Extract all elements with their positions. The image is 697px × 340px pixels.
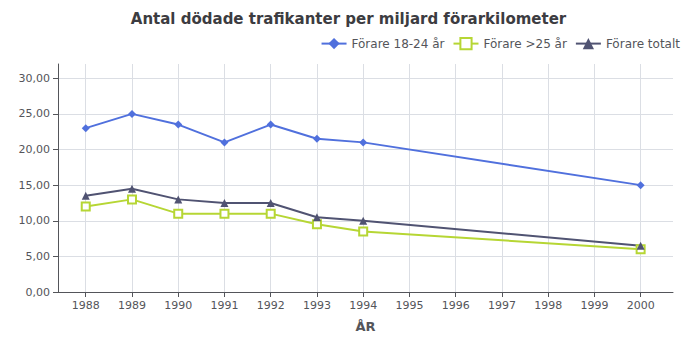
svg-text:1991: 1991: [210, 299, 238, 312]
svg-text:5,00: 5,00: [26, 250, 51, 263]
svg-text:ÅR: ÅR: [355, 319, 375, 334]
svg-text:Förare >25 år: Förare >25 år: [483, 37, 566, 51]
svg-text:1994: 1994: [349, 299, 377, 312]
svg-text:10,00: 10,00: [19, 214, 51, 227]
svg-text:1999: 1999: [580, 299, 608, 312]
svg-text:1992: 1992: [257, 299, 285, 312]
svg-text:1988: 1988: [72, 299, 100, 312]
svg-text:1993: 1993: [303, 299, 331, 312]
svg-text:2000: 2000: [627, 299, 655, 312]
svg-text:Antal dödade trafikanter per m: Antal dödade trafikanter per miljard för…: [131, 10, 567, 28]
svg-text:Förare totalt: Förare totalt: [606, 37, 680, 51]
svg-text:25,00: 25,00: [19, 107, 51, 120]
svg-text:Förare 18-24 år: Förare 18-24 år: [352, 37, 445, 51]
svg-text:30,00: 30,00: [19, 72, 51, 85]
svg-text:1996: 1996: [442, 299, 470, 312]
svg-text:1990: 1990: [164, 299, 192, 312]
svg-text:0,00: 0,00: [26, 286, 51, 299]
svg-text:20,00: 20,00: [19, 143, 51, 156]
svg-text:1995: 1995: [395, 299, 423, 312]
svg-text:1989: 1989: [118, 299, 146, 312]
svg-text:15,00: 15,00: [19, 179, 51, 192]
svg-text:1998: 1998: [534, 299, 562, 312]
svg-text:1997: 1997: [488, 299, 516, 312]
